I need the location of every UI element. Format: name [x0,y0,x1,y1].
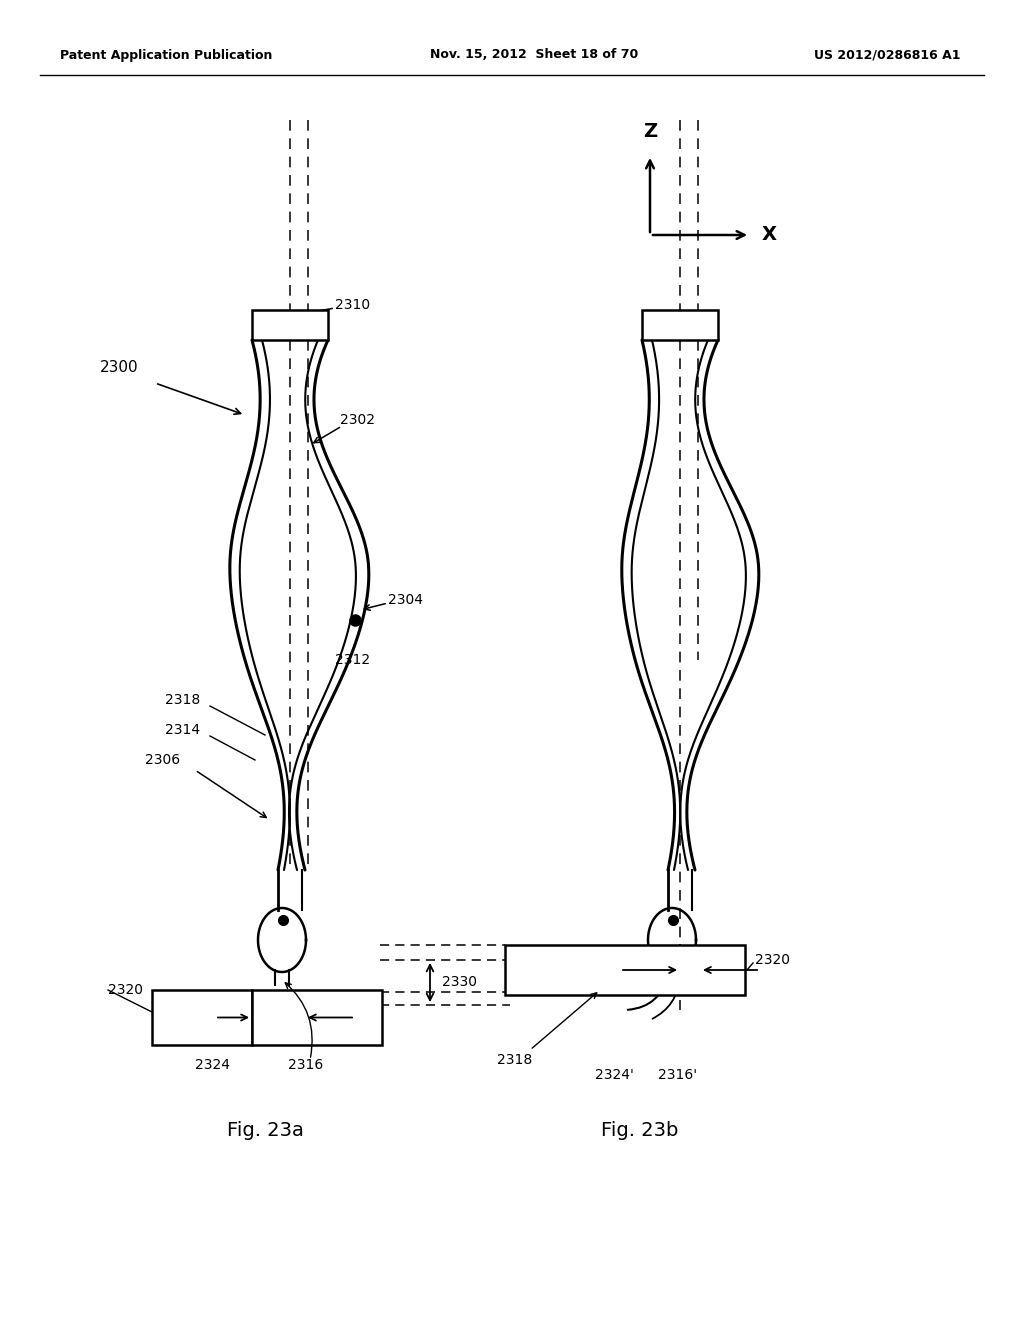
Text: Nov. 15, 2012  Sheet 18 of 70: Nov. 15, 2012 Sheet 18 of 70 [430,49,638,62]
Text: 2302: 2302 [340,413,375,426]
Text: 2320: 2320 [755,953,790,968]
Bar [152,990,252,1045]
Text: 2304: 2304 [388,593,423,607]
Text: 2314: 2314 [165,723,200,737]
Bar [505,945,745,995]
Text: 2316: 2316 [288,1059,324,1072]
Text: 2316': 2316' [658,1068,697,1082]
Text: Z: Z [643,121,657,141]
Text: 2306: 2306 [145,752,180,767]
Text: X: X [762,226,777,244]
Text: Fig. 23a: Fig. 23a [226,1121,303,1139]
Text: 2300: 2300 [100,360,138,375]
Text: 2330: 2330 [442,975,477,990]
Text: 2324': 2324' [595,1068,634,1082]
Text: 2312: 2312 [335,653,370,667]
Text: 2318: 2318 [165,693,201,708]
Text: Patent Application Publication: Patent Application Publication [60,49,272,62]
Bar [252,990,382,1045]
Text: 2324: 2324 [195,1059,230,1072]
Text: 2318: 2318 [497,1053,532,1067]
Bar [642,310,718,341]
Text: 2320: 2320 [108,983,143,997]
Text: US 2012/0286816 A1: US 2012/0286816 A1 [813,49,961,62]
Text: Fig. 23b: Fig. 23b [601,1121,679,1139]
Bar [252,310,328,341]
Text: 2310: 2310 [335,298,370,312]
